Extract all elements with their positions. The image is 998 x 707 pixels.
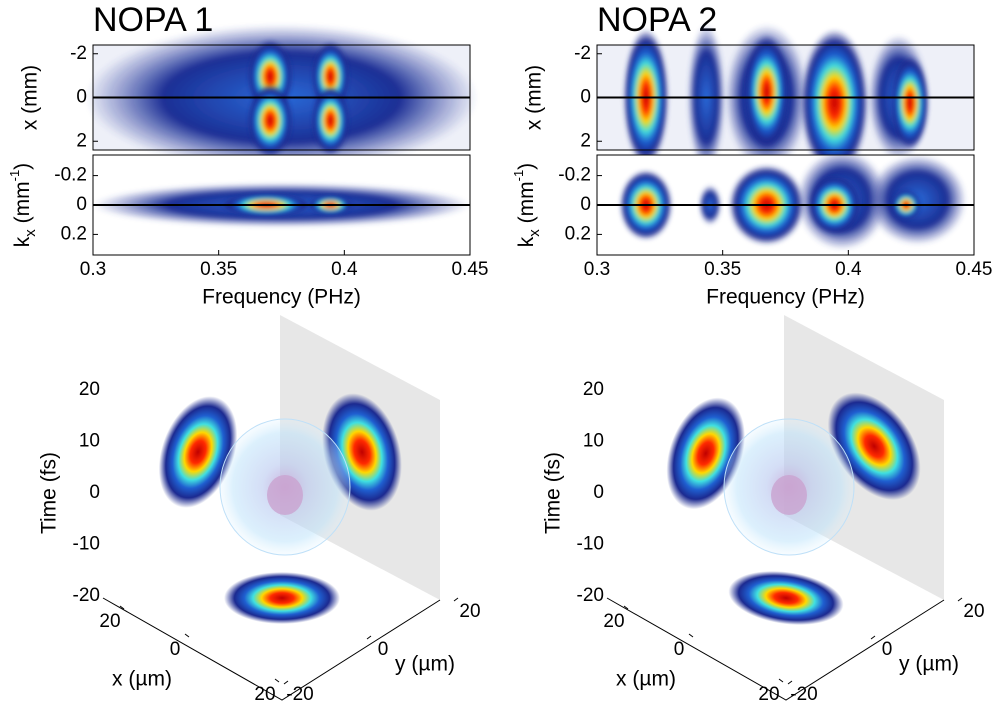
y3d-tick bbox=[366, 635, 372, 640]
y3d-tick-label: 0 bbox=[882, 639, 893, 660]
z-axis-label: Time (fs) bbox=[38, 452, 61, 534]
y-label-part: x bbox=[22, 229, 39, 237]
divergence-map bbox=[597, 150, 974, 255]
z-tick-label: 0 bbox=[89, 482, 100, 503]
x3d-tick bbox=[274, 678, 280, 683]
y-label-part: (mm bbox=[11, 181, 34, 229]
intensity-blob bbox=[744, 34, 790, 150]
y3d-tick bbox=[453, 597, 459, 602]
y-tick-label: 0 bbox=[76, 87, 87, 108]
y-label-part: -1 bbox=[7, 170, 22, 182]
y-axis-label: x (mm) bbox=[19, 65, 42, 130]
z-tick-label: 0 bbox=[593, 482, 604, 503]
y3d-tick bbox=[957, 597, 963, 602]
y-tick-label: 0.2 bbox=[61, 223, 87, 244]
y-tick-label: 0 bbox=[580, 87, 591, 108]
y-label-part: (mm bbox=[515, 181, 538, 229]
z-axis-label: Time (fs) bbox=[542, 452, 565, 534]
x3d-tick bbox=[688, 633, 694, 638]
y-label-part: -1 bbox=[511, 170, 526, 182]
floor-axes bbox=[102, 597, 441, 701]
x3d-tick-label: 20 bbox=[254, 684, 275, 705]
y-axis-label: kx (mm-1) bbox=[7, 163, 40, 247]
x-tick-label: 0.45 bbox=[452, 259, 489, 280]
y3d-tick bbox=[870, 635, 876, 640]
isosurface-inner bbox=[771, 475, 807, 515]
z-tick-label: 20 bbox=[79, 379, 100, 400]
x3d-axis-label: x (µm) bbox=[616, 668, 676, 691]
intensity-blob bbox=[311, 85, 350, 156]
z-tick-label: 10 bbox=[583, 431, 604, 452]
y3d-tick-label: 0 bbox=[378, 639, 389, 660]
y-label-part: ) bbox=[515, 163, 538, 170]
y-axis-label: x (mm) bbox=[523, 65, 546, 130]
z-tick-label: -10 bbox=[577, 534, 604, 555]
y-tick-label: 2 bbox=[76, 130, 87, 151]
x3d-tick bbox=[623, 605, 629, 610]
y-label-part: k bbox=[515, 236, 538, 247]
intensity-blob bbox=[800, 29, 869, 177]
x-tick-label: 0.4 bbox=[835, 259, 862, 280]
x-tick-label: 0.35 bbox=[704, 259, 741, 280]
projection-xy bbox=[224, 572, 340, 624]
y-label-part: x bbox=[526, 229, 543, 237]
x3d-tick bbox=[119, 605, 125, 610]
projection-xt bbox=[158, 396, 238, 508]
x-tick-label: 0.3 bbox=[80, 259, 106, 280]
z-tick-label: -20 bbox=[73, 585, 100, 606]
x3d-tick-label: 20 bbox=[603, 611, 624, 632]
isosurface-inner bbox=[267, 475, 303, 515]
y-tick-label: 0.2 bbox=[565, 223, 591, 244]
panel-title: NOPA 2 bbox=[597, 1, 717, 39]
x-tick-label: 0.35 bbox=[200, 259, 237, 280]
x-axis-label: Frequency (PHz) bbox=[202, 286, 361, 309]
y3d-tick-label: -20 bbox=[286, 684, 313, 705]
x-axis-label: Frequency (PHz) bbox=[706, 286, 865, 309]
y3d-tick bbox=[787, 680, 793, 685]
y3d-tick-label: 20 bbox=[963, 601, 984, 622]
x3d-tick-label: 0 bbox=[674, 639, 685, 660]
y-tick-label: -2 bbox=[574, 43, 591, 64]
z-tick-label: 10 bbox=[79, 431, 100, 452]
projection-xy bbox=[728, 571, 844, 625]
floor-axes bbox=[606, 597, 945, 701]
y-tick-label: 0 bbox=[76, 194, 87, 215]
y3d-tick bbox=[283, 680, 289, 685]
intensity-blob bbox=[247, 83, 293, 158]
x3d-tick bbox=[778, 678, 784, 683]
y-tick-label: 2 bbox=[580, 130, 591, 151]
intensity-blob bbox=[891, 55, 929, 150]
y3d-axis-label: y (µm) bbox=[395, 653, 455, 676]
spectrum-map bbox=[597, 24, 974, 177]
z-tick-label: -20 bbox=[577, 585, 604, 606]
y3d-tick-label: -20 bbox=[790, 684, 817, 705]
y-tick-label: 0 bbox=[580, 194, 591, 215]
y-tick-label: -2 bbox=[70, 43, 87, 64]
x3d-axis-label: x (µm) bbox=[112, 668, 172, 691]
z-tick-label: 20 bbox=[583, 379, 604, 400]
x-tick-label: 0.45 bbox=[956, 259, 993, 280]
y-tick-label: -0.2 bbox=[54, 165, 87, 186]
z-tick-label: -10 bbox=[73, 534, 100, 555]
x3d-tick bbox=[184, 633, 190, 638]
y-label-part: ) bbox=[11, 163, 34, 170]
y3d-axis-label: y (µm) bbox=[899, 653, 959, 676]
x-tick-label: 0.4 bbox=[331, 259, 358, 280]
x3d-tick-label: 0 bbox=[170, 639, 181, 660]
y3d-tick-label: 20 bbox=[459, 601, 480, 622]
y-axis-label: kx (mm-1) bbox=[511, 163, 544, 247]
x3d-tick-label: 20 bbox=[99, 611, 120, 632]
x-tick-label: 0.3 bbox=[584, 259, 610, 280]
y-label-part: k bbox=[11, 236, 34, 247]
y-tick-label: -0.2 bbox=[558, 165, 591, 186]
x3d-tick-label: 20 bbox=[758, 684, 779, 705]
